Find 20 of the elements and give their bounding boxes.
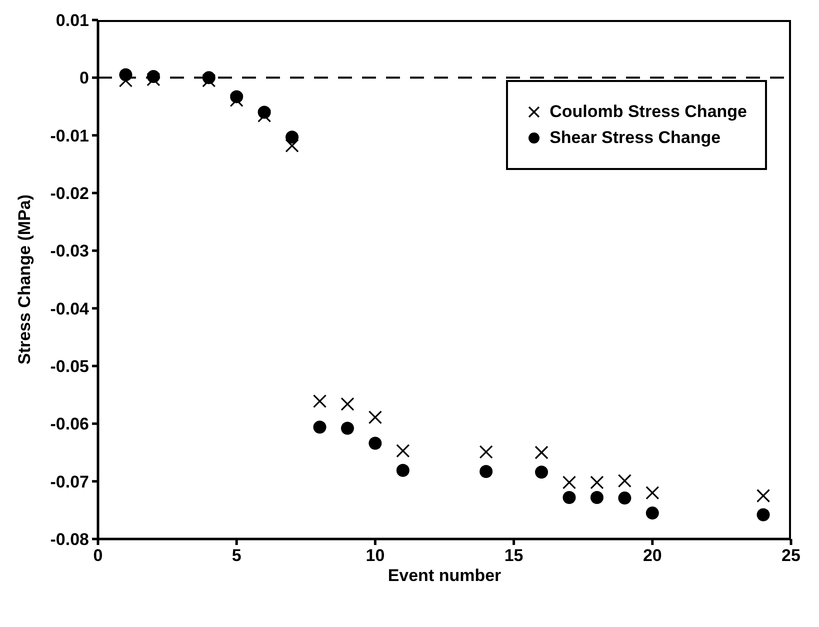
y-tick-label: -0.08: [50, 530, 89, 550]
y-tick-label: -0.02: [50, 184, 89, 204]
x-tick-label: 0: [93, 546, 103, 566]
y-tick-label: -0.01: [50, 126, 89, 146]
y-tick-label: -0.05: [50, 357, 89, 376]
x-tick-label: 5: [232, 546, 242, 566]
x-tick-label: 25: [782, 546, 800, 566]
x-axis-title: Event number: [388, 566, 502, 586]
x-tick-label: 15: [504, 546, 524, 566]
y-tick-label: -0.03: [50, 242, 89, 261]
y-tick-label: 0.01: [56, 11, 89, 30]
y-tick-label: -0.07: [50, 472, 89, 492]
y-tick-label: -0.04: [50, 299, 90, 318]
legend-label: Shear Stress Change: [550, 128, 721, 148]
y-axis-title: Stress Change (MPa): [15, 194, 34, 365]
x-tick-label: 20: [642, 546, 662, 566]
x-tick-label: 10: [366, 546, 385, 566]
y-tick-label: 0: [80, 68, 89, 88]
legend-label: Coulomb Stress Change: [550, 102, 747, 122]
y-tick-label: -0.06: [50, 414, 89, 434]
